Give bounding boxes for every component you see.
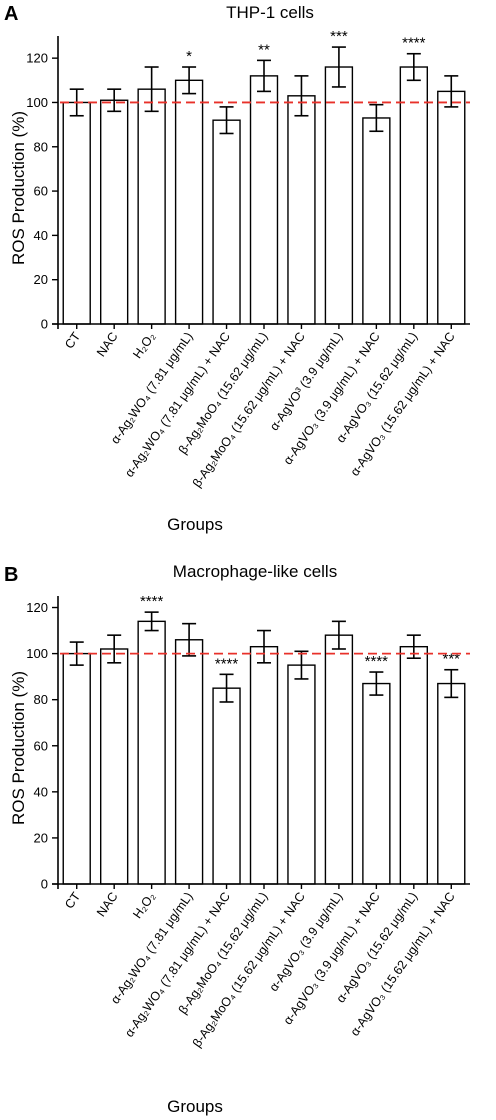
bar	[437, 682, 466, 885]
y-tick-label: 100	[26, 646, 48, 661]
bar	[287, 95, 316, 325]
y-tick-label: 40	[34, 784, 48, 799]
x-tick-label: α-AgVO³ (3.9 μg/mL)	[267, 330, 345, 433]
y-axis-label: ROS Production (%)	[9, 671, 28, 825]
significance-label: ****	[365, 653, 389, 670]
bar	[362, 117, 391, 325]
significance-label: ***	[330, 28, 348, 45]
x-axis-label: Groups	[167, 515, 223, 534]
significance-label: ****	[215, 655, 239, 672]
bar	[249, 75, 279, 325]
y-tick-label: 20	[34, 272, 48, 287]
y-tick-label: 40	[34, 228, 48, 243]
significance-label: ***	[443, 651, 461, 668]
x-tick-label: α-AgVO₃ (3.9 μg/mL)	[267, 890, 346, 994]
bar	[399, 66, 429, 325]
x-tick-label: NAC	[94, 330, 121, 360]
bar	[212, 687, 241, 885]
y-tick-label: 60	[34, 184, 48, 199]
significance-label: *	[186, 48, 192, 65]
bar	[212, 119, 241, 325]
bar	[62, 101, 91, 325]
bar	[99, 648, 129, 885]
bar	[399, 645, 429, 885]
y-tick-label: 80	[34, 139, 48, 154]
x-tick-label: NAC	[94, 890, 121, 920]
x-axis-label: Groups	[167, 1097, 223, 1116]
bar	[249, 645, 279, 885]
significance-label: ****	[140, 593, 164, 610]
bar	[324, 634, 354, 885]
y-axis-label: ROS Production (%)	[9, 111, 28, 265]
bar	[174, 79, 204, 325]
chart-panel-a: A THP-1 cells ROS Production (%) Groups …	[4, 3, 470, 534]
bar	[287, 664, 316, 885]
bar	[137, 88, 166, 325]
bar	[437, 90, 466, 325]
y-tick-label: 20	[34, 830, 48, 845]
y-tick-label: 60	[34, 738, 48, 753]
chart-title: THP-1 cells	[226, 3, 314, 22]
panel-letter: A	[4, 3, 18, 25]
y-tick-label: 0	[41, 317, 48, 332]
bar	[137, 620, 166, 885]
y-tick-label: 80	[34, 692, 48, 707]
y-tick-label: 120	[26, 600, 48, 615]
bar	[62, 652, 91, 885]
bar	[174, 639, 204, 885]
significance-label: **	[258, 41, 270, 58]
x-tick-label: CT	[62, 889, 83, 911]
bar	[99, 99, 129, 325]
y-tick-label: 120	[26, 51, 48, 66]
significance-label: ****	[402, 35, 426, 52]
bar	[324, 66, 354, 325]
x-tick-label: H₂O₂	[130, 330, 158, 361]
chart-panel-b: B Macrophage-like cells ROS Production (…	[4, 562, 470, 1116]
chart-title: Macrophage-like cells	[173, 562, 337, 581]
x-tick-label: CT	[62, 329, 83, 351]
x-tick-label: H₂O₂	[130, 890, 158, 921]
bar	[362, 682, 391, 885]
y-tick-label: 0	[41, 877, 48, 892]
y-tick-label: 100	[26, 95, 48, 110]
panel-letter: B	[4, 564, 18, 586]
